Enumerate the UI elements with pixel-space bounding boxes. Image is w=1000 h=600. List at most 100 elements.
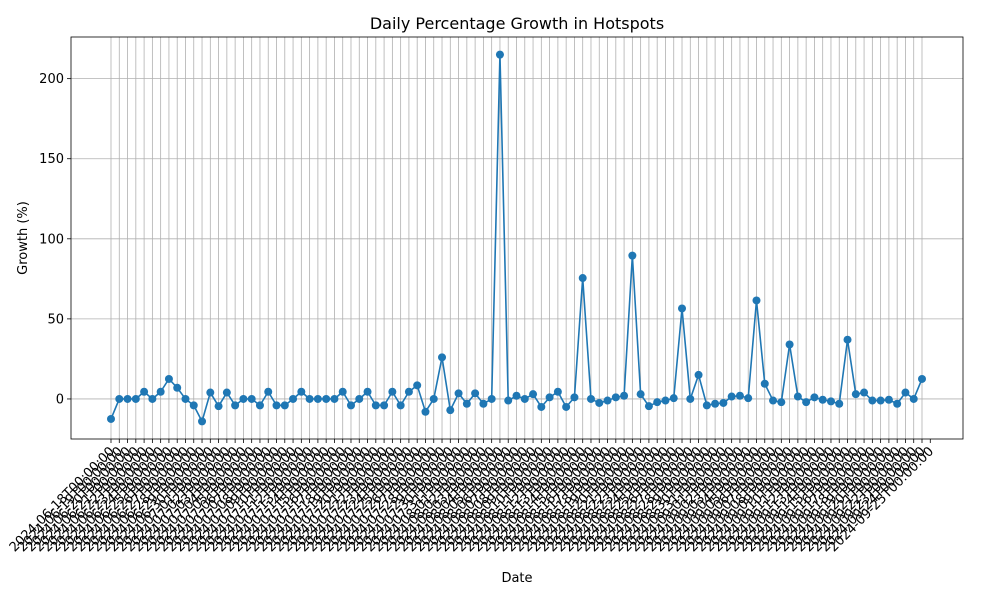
data-point [884, 395, 893, 404]
data-point [446, 406, 455, 415]
data-point [586, 394, 595, 403]
data-point [835, 399, 844, 408]
data-point [810, 393, 819, 402]
data-point [313, 394, 322, 403]
data-point [164, 374, 173, 383]
data-point [860, 388, 869, 397]
data-point [479, 399, 488, 408]
data-point [603, 396, 612, 405]
data-point [644, 402, 653, 411]
plot-frame [70, 36, 964, 440]
data-point [140, 387, 149, 396]
y-axis-label: Growth (%) [16, 201, 31, 275]
chart-title: Daily Percentage Growth in Hotspots [370, 14, 664, 33]
data-point [214, 402, 223, 411]
data-point [462, 399, 471, 408]
data-point [355, 394, 364, 403]
x-axis-ticks: 2024-06-18T00:00:002024-06-19T00:00:0020… [7, 439, 937, 555]
data-point [826, 397, 835, 406]
data-point [280, 401, 289, 410]
data-point [198, 417, 207, 426]
data-point [694, 370, 703, 379]
data-point [115, 394, 124, 403]
data-point [429, 394, 438, 403]
data-point [264, 387, 273, 396]
data-point [255, 401, 264, 410]
data-point [570, 393, 579, 402]
data-point [760, 379, 769, 388]
data-point [272, 401, 281, 410]
data-point [876, 396, 885, 405]
data-point [843, 335, 852, 344]
data-point [131, 394, 140, 403]
data-point [578, 274, 587, 283]
y-tick-label: 0 [56, 392, 64, 407]
data-point [793, 392, 802, 401]
data-point [239, 394, 248, 403]
data-point [818, 395, 827, 404]
y-axis-ticks: 0 50 100 150 200 [39, 72, 71, 407]
data-point [123, 394, 132, 403]
data-point [371, 401, 380, 410]
data-point [380, 401, 389, 410]
data-point [777, 398, 786, 407]
x-axis-label: Date [501, 571, 532, 586]
data-point [305, 394, 314, 403]
data-point [620, 391, 629, 400]
data-point [653, 398, 662, 407]
data-point [735, 391, 744, 400]
data-point [421, 407, 430, 416]
data-point [297, 387, 306, 396]
data-point [206, 388, 215, 397]
data-point [363, 387, 372, 396]
data-point [669, 394, 678, 403]
y-tick-label: 100 [39, 232, 64, 247]
data-point [769, 396, 778, 405]
data-point [893, 399, 902, 408]
data-point [661, 396, 670, 405]
data-point [504, 396, 513, 405]
data-point [346, 401, 355, 410]
data-point [330, 394, 339, 403]
y-tick-label: 200 [39, 72, 64, 87]
data-point [156, 387, 165, 396]
data-point [702, 401, 711, 410]
grid-lines [71, 37, 963, 439]
data-point [711, 399, 720, 408]
data-point [189, 401, 198, 410]
data-point [222, 388, 231, 397]
data-point [388, 387, 397, 396]
data-point [678, 304, 687, 313]
data-point [686, 394, 695, 403]
data-point [537, 402, 546, 411]
data-point [909, 394, 918, 403]
data-point [901, 388, 910, 397]
axes [70, 36, 964, 440]
data-point [851, 390, 860, 399]
y-tick-label: 150 [39, 152, 64, 167]
data-point [802, 398, 811, 407]
data-point [918, 374, 926, 383]
data-point [520, 394, 529, 403]
data-point [231, 401, 240, 410]
data-point [247, 394, 256, 403]
data-point [868, 396, 877, 405]
data-point [289, 394, 298, 403]
data-point [512, 391, 521, 400]
data-point [636, 390, 645, 399]
data-point [438, 353, 447, 362]
data-point [338, 387, 347, 396]
data-point [727, 392, 736, 401]
data-point [719, 398, 728, 407]
data-point [487, 394, 496, 403]
data-point [785, 340, 794, 349]
data-point [107, 414, 115, 423]
data-point [148, 394, 157, 403]
data-point [545, 393, 554, 402]
data-point [495, 50, 504, 59]
y-tick-label: 50 [47, 312, 64, 327]
data-point [562, 402, 571, 411]
data-point [404, 387, 413, 396]
